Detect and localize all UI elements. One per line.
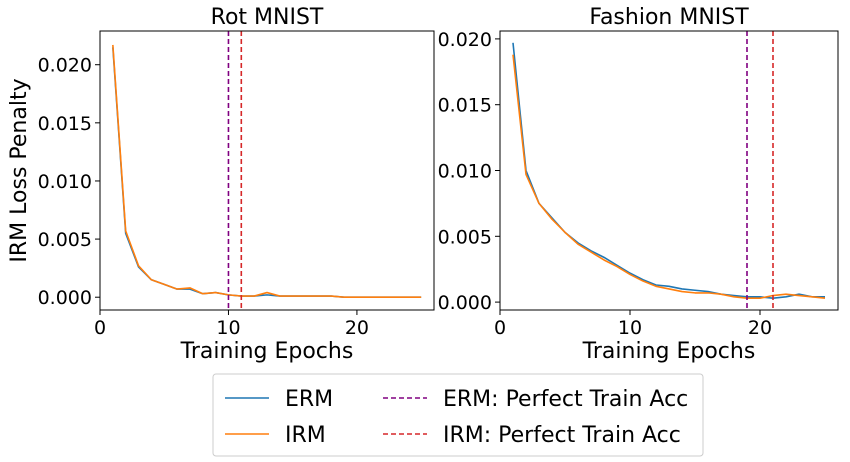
x-tick-label: 10: [618, 317, 642, 339]
x-tick-label: 20: [748, 317, 772, 339]
y-tick-label: 0.005: [438, 226, 492, 248]
y-tick-label: 0.000: [38, 287, 92, 309]
series-line-erm: [512, 42, 825, 299]
y-axis-label: IRM Loss Penalty: [7, 78, 32, 262]
legend-label-irm: IRM: [285, 423, 326, 448]
panel-1: 0 10 20 0.000 0.005 0.010 0.015 0.020 Rot MNIST T…: [7, 5, 435, 364]
x-tick-label: 0: [94, 317, 106, 339]
plot-frame: [499, 30, 839, 311]
chart-title: Rot MNIST: [211, 5, 324, 30]
chart-title: Fashion MNIST: [589, 5, 749, 30]
y-tick-label: 0.015: [38, 113, 92, 135]
panel-2: 0 10 20 0.000 0.005 0.010 0.015 0.020 Fashion MN…: [438, 5, 839, 364]
y-tick-label: 0.010: [38, 171, 92, 193]
x-axis-label: Training Epochs: [180, 339, 354, 364]
y-tick-label: 0.020: [438, 29, 492, 51]
series-line-erm: [112, 47, 422, 299]
legend-frame: [212, 373, 704, 457]
y-tick-label: 0.020: [38, 55, 92, 77]
x-tick-label: 10: [216, 317, 240, 339]
x-tick-label: 0: [494, 317, 506, 339]
plot-frame: [99, 30, 435, 311]
legend-label-erm-perfect: ERM: Perfect Train Acc: [443, 387, 688, 412]
series-line-irm: [112, 44, 422, 299]
y-tick-label: 0.005: [38, 229, 92, 251]
legend: ERM IRM ERM: Perfect Train Acc IRM: Perf…: [212, 373, 704, 457]
legend-label-erm: ERM: [285, 387, 333, 412]
legend-label-irm-perfect: IRM: Perfect Train Acc: [443, 423, 681, 448]
x-axis-label: Training Epochs: [582, 339, 756, 364]
series-line-irm: [512, 54, 826, 299]
x-tick-label: 20: [345, 317, 369, 339]
y-tick-label: 0.010: [438, 161, 492, 183]
y-tick-label: 0.015: [438, 95, 492, 117]
y-tick-label: 0.000: [438, 292, 492, 314]
